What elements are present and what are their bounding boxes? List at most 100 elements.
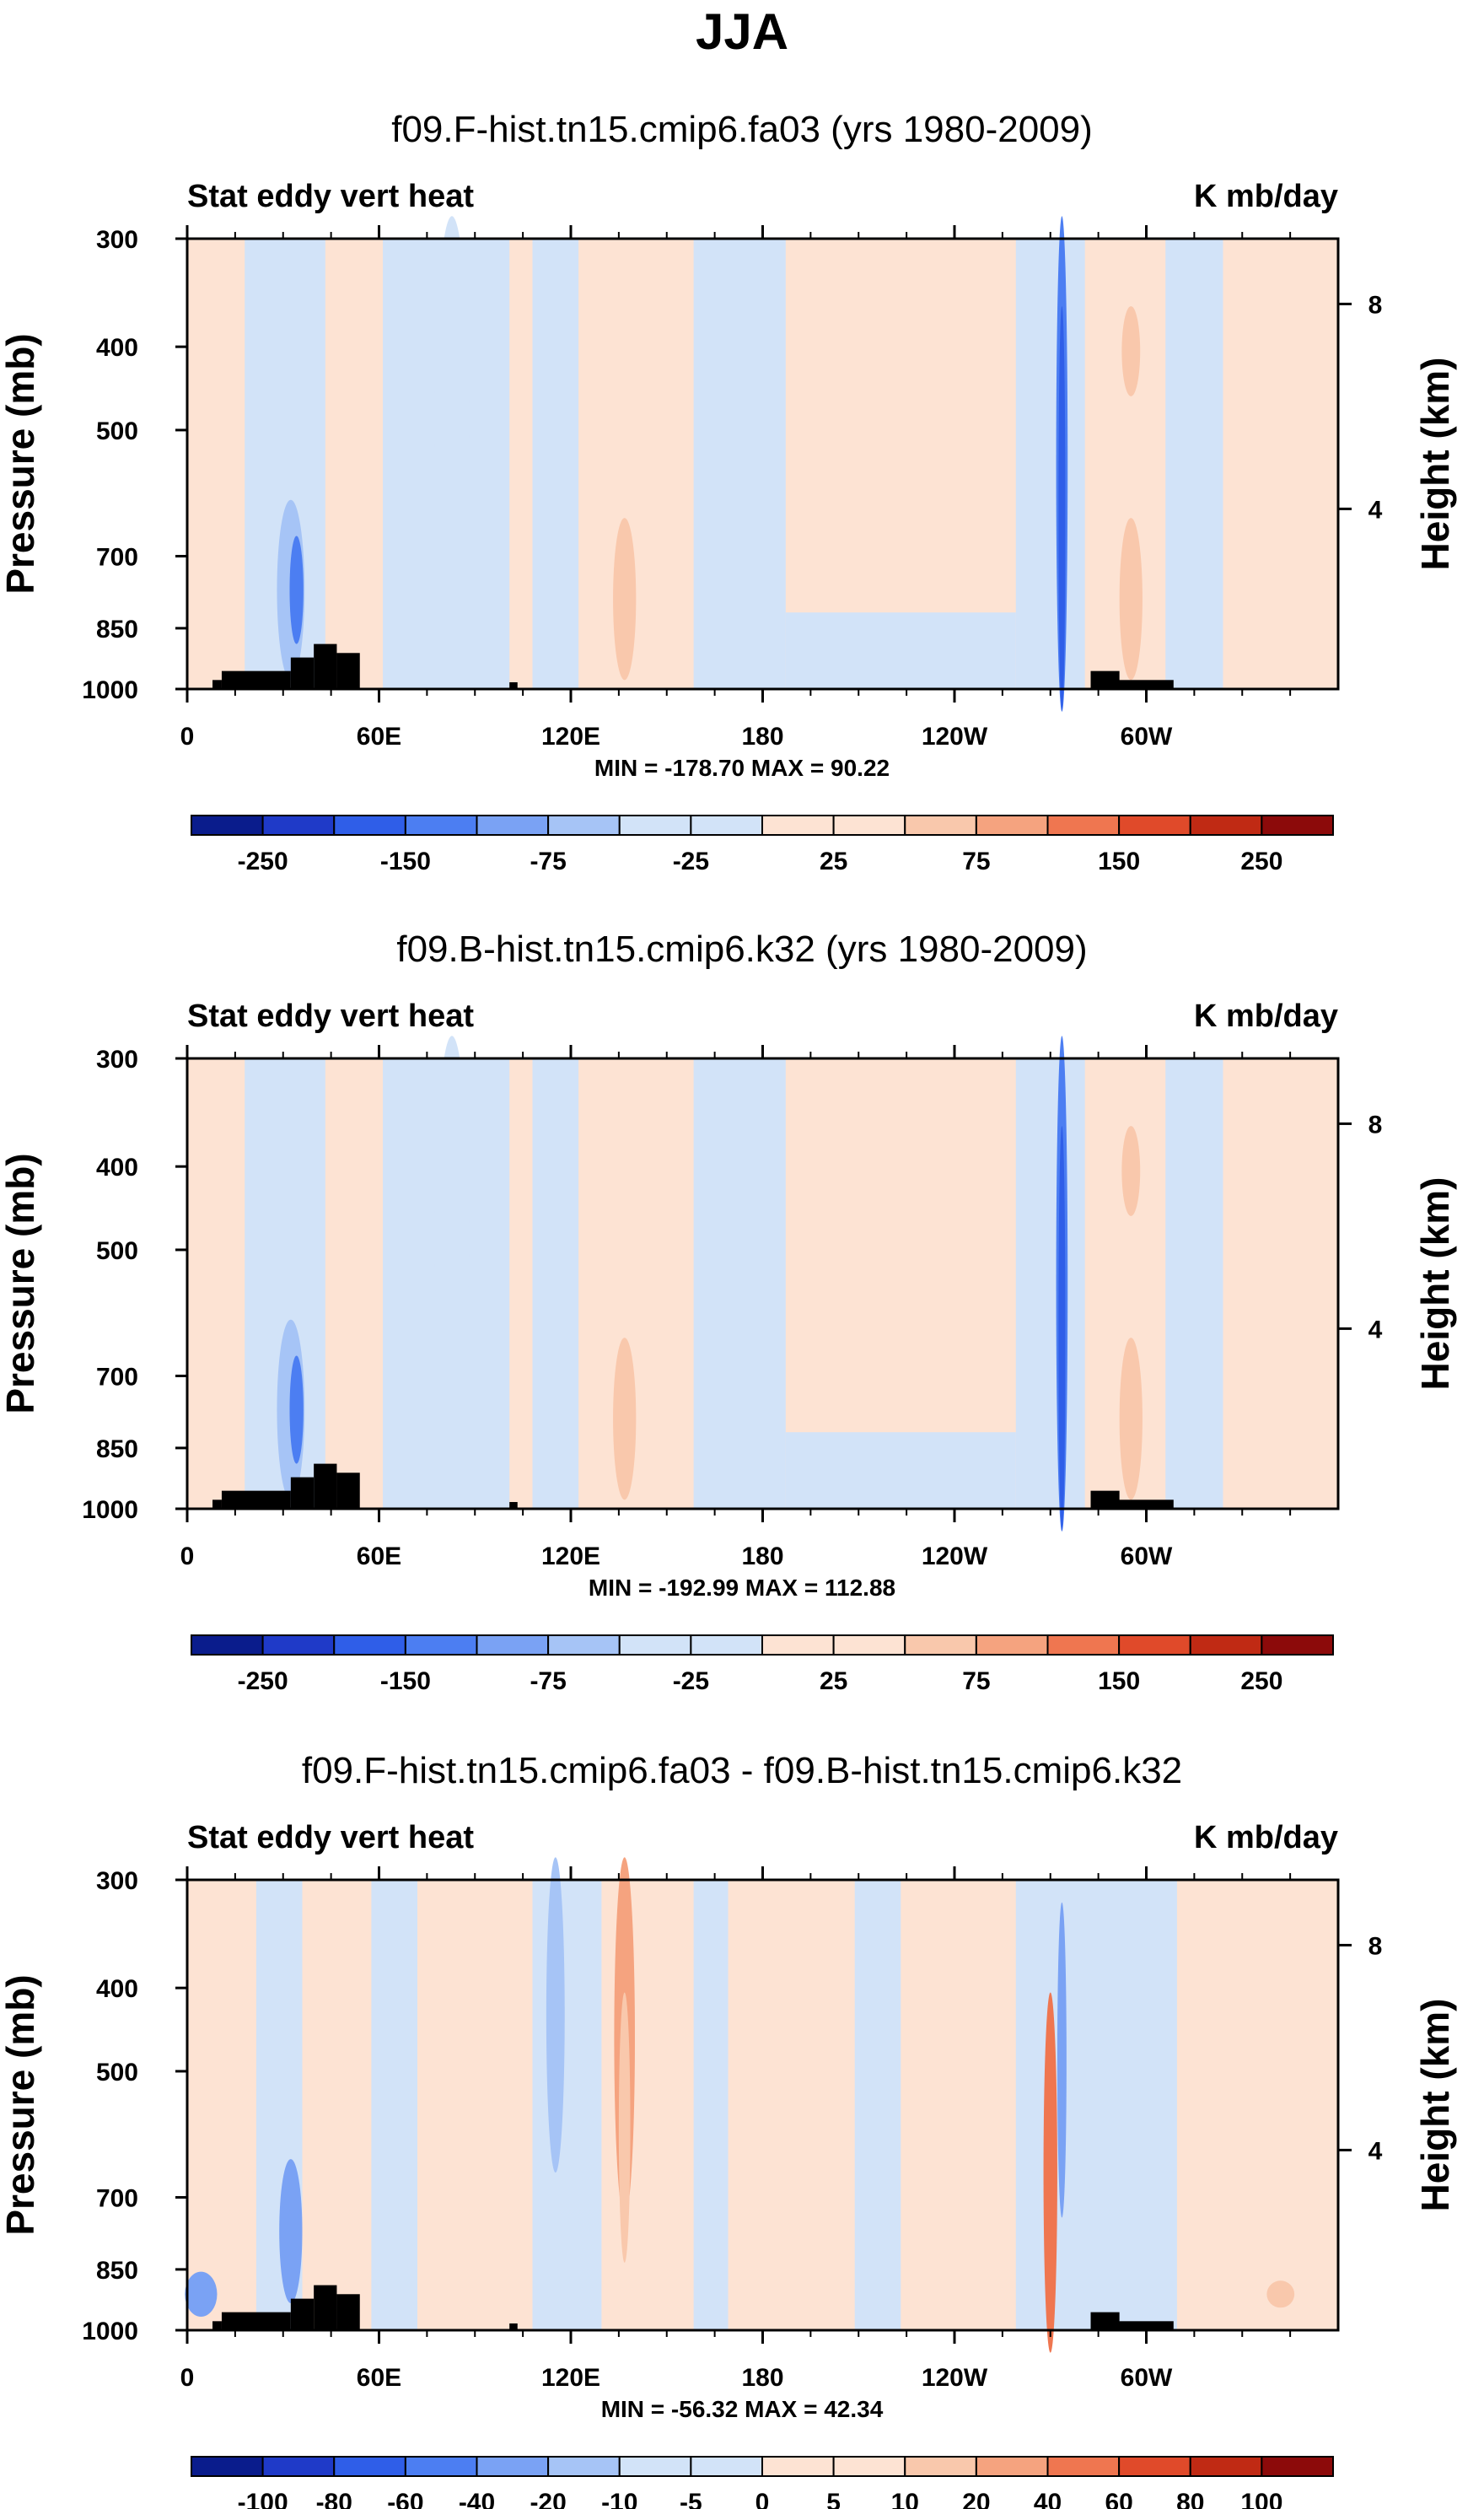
colorbar-label: -60 [387,2489,423,2509]
x-tick-label: 60W [1121,723,1173,751]
field-contour [1058,1126,1066,1532]
colorbar-label: -25 [673,848,709,875]
field-band [901,1880,1016,2330]
field-band [785,1432,1016,1509]
topography [1096,2321,1174,2330]
topography [290,657,315,689]
colorbar-box [547,1634,621,1656]
colorbar-label: 10 [891,2489,919,2509]
colorbar-label: 40 [1034,2489,1062,2509]
colorbar-label: -250 [238,1667,288,1695]
y-tick-label: 500 [96,417,138,445]
colorbar-label: 75 [962,848,990,875]
colorbar-box [832,2456,906,2477]
colorbar-label: -40 [459,2489,495,2509]
field-contour [613,518,637,681]
chart-panel-2: f09.B-hist.tn15.cmip6.k32 (yrs 1980-2009… [0,929,1457,1695]
field-band [1165,1058,1223,1509]
field-contour [289,1355,304,1464]
y-right-tick-label: 4 [1368,1316,1383,1343]
y-tick-label: 1000 [82,2318,138,2345]
colorbar-box [476,1634,550,1656]
colorbar-box [690,815,763,836]
colorbar-label: 0 [755,2489,770,2509]
colorbar-label: -250 [238,848,288,875]
field-band [728,1880,855,2330]
figure-title: JJA [696,3,788,60]
colorbar-box [904,1634,977,1656]
field-band [1015,1058,1085,1509]
colorbar-box [404,2456,478,2477]
colorbar-label: 150 [1098,848,1140,875]
field-band [1176,1880,1338,2330]
colorbar-label: 250 [1240,1667,1282,1695]
field-band [187,1880,256,2330]
colorbar-box [1046,815,1121,836]
colorbar-box [904,815,977,836]
colorbar-label: -5 [680,2489,702,2509]
field-contour [434,1036,470,1441]
topography [314,643,337,689]
field-band [1015,239,1085,689]
field-contour [1058,306,1066,712]
topography [221,670,291,689]
y-right-tick-label: 8 [1368,1111,1383,1139]
field-band [693,1058,786,1509]
colorbar-box [618,1634,692,1656]
x-tick-label: 180 [741,2364,783,2392]
topography [509,681,518,689]
x-tick-label: 0 [180,2364,195,2392]
colorbar-label: 80 [1176,2489,1204,2509]
field-contour [434,216,470,622]
x-tick-label: 60W [1121,1543,1173,1570]
field-contour [1121,1126,1141,1216]
topography [212,2321,222,2330]
y-right-tick-label: 8 [1368,1932,1383,1960]
colorbar-box [547,815,621,836]
colorbar-box [1046,1634,1121,1656]
colorbar-label: 150 [1098,1667,1140,1695]
panel-right-label: K mb/day [1194,999,1338,1034]
colorbar-box [476,2456,550,2477]
field-band [417,1880,533,2330]
y-tick-label: 1000 [82,1496,138,1524]
field-contour [1119,1338,1143,1500]
colorbar-label: -25 [673,1667,709,1695]
colorbar-label: 100 [1240,2489,1282,2509]
panel-right-label: K mb/day [1194,179,1338,214]
field-band [532,1058,579,1509]
y-tick-label: 400 [96,1975,138,2003]
y-right-tick-label: 8 [1368,291,1383,319]
x-tick-label: 120E [541,1543,600,1570]
x-tick-label: 120W [922,1543,988,1570]
colorbar-box [1189,815,1263,836]
colorbar-box [618,2456,692,2477]
colorbar-box [1261,2456,1334,2477]
y-right-tick-label: 4 [1368,2137,1383,2165]
colorbar-box [191,815,264,836]
x-tick-label: 120E [541,723,600,751]
colorbar-box [832,815,906,836]
y-tick-label: 300 [96,1867,138,1895]
colorbar-label: -75 [530,1667,566,1695]
colorbar-box [761,2456,835,2477]
y-right-axis-label: Height (km) [1413,1177,1457,1391]
colorbar-box [761,815,835,836]
colorbar-box [975,2456,1049,2477]
colorbar-box [191,2456,264,2477]
colorbar-label: -75 [530,848,566,875]
y-tick-label: 850 [96,616,138,643]
colorbar-box [832,1634,906,1656]
field-contour [185,2271,218,2317]
y-tick-label: 400 [96,1154,138,1182]
colorbar-label: 250 [1240,848,1282,875]
y-tick-label: 850 [96,2257,138,2285]
chart-panel-1: f09.F-hist.tn15.cmip6.fa03 (yrs 1980-200… [0,109,1457,875]
topography [212,1499,222,1509]
panel-title: f09.F-hist.tn15.cmip6.fa03 - f09.B-hist.… [302,1750,1182,1791]
colorbar-label: -100 [238,2489,288,2509]
colorbar-box [476,815,550,836]
topography [336,1473,360,1509]
y-axis-label: Pressure (mb) [0,333,42,594]
topography [336,653,360,689]
